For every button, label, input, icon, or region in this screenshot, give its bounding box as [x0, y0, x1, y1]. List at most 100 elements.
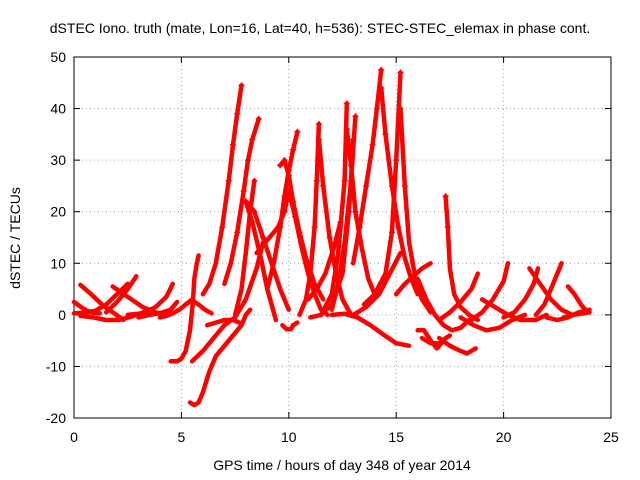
- marker-21-3: [281, 193, 288, 200]
- series-18: [243, 199, 292, 312]
- marker-30-1: [348, 162, 355, 169]
- series-29: [318, 101, 350, 318]
- marker-36-1: [401, 182, 408, 189]
- y-tick-label-7: 50: [50, 49, 66, 65]
- marker-30-0: [343, 126, 350, 133]
- marker-25-5: [315, 121, 322, 128]
- y-tick-label-0: -20: [46, 410, 66, 426]
- series-47: [479, 297, 549, 323]
- series-23: [280, 320, 300, 332]
- series-33: [350, 67, 384, 266]
- marker-28-5: [352, 113, 359, 120]
- marker-36-0: [397, 105, 404, 112]
- y-tick-label-5: 30: [50, 152, 66, 168]
- marker-33-1: [356, 224, 363, 231]
- series-41: [436, 335, 478, 356]
- series-35: [361, 70, 403, 307]
- series-40: [419, 333, 453, 346]
- marker-35-5: [397, 69, 404, 76]
- series-12: [187, 307, 253, 408]
- y-tick-label-4: 20: [50, 204, 66, 220]
- marker-21-2: [277, 224, 284, 231]
- marker-16-4: [244, 157, 251, 164]
- series-25: [297, 121, 322, 318]
- series-17: [232, 178, 257, 318]
- marker-35-3: [388, 229, 395, 236]
- marker-22-4: [296, 229, 303, 236]
- series-15: [204, 317, 242, 328]
- marker-34-1: [382, 131, 389, 138]
- series-49: [527, 266, 575, 318]
- marker-22-1: [281, 157, 288, 164]
- spike-markers: [219, 66, 451, 241]
- marker-14-7: [238, 82, 245, 89]
- series-50: [533, 261, 564, 318]
- marker-34-3: [395, 224, 402, 231]
- marker-33-5: [378, 66, 385, 73]
- x-tick-label-4: 20: [496, 429, 512, 445]
- marker-14-3: [219, 224, 226, 231]
- marker-16-6: [255, 115, 262, 122]
- y-tick-label-6: 40: [50, 101, 66, 117]
- marker-29-3: [341, 177, 348, 184]
- marker-43-0: [442, 193, 449, 200]
- series-2: [78, 282, 126, 323]
- x-axis-label: GPS time / hours of day 348 of year 2014: [213, 457, 471, 473]
- marker-19-0: [242, 198, 249, 205]
- series-36: [398, 106, 433, 315]
- y-tick-label-2: 0: [58, 307, 66, 323]
- marker-35-4: [393, 157, 400, 164]
- marker-33-2: [363, 182, 370, 189]
- marker-21-4: [285, 167, 292, 174]
- marker-25-4: [313, 177, 320, 184]
- marker-19-1: [249, 219, 256, 226]
- marker-14-4: [225, 177, 232, 184]
- marker-24-1: [292, 213, 299, 220]
- series-9: [168, 297, 196, 364]
- series-31: [329, 137, 356, 312]
- marker-24-0: [285, 188, 292, 195]
- marker-22-3: [290, 198, 297, 205]
- series-38: [393, 261, 433, 297]
- marker-22-0: [277, 162, 284, 169]
- series-27: [305, 219, 343, 302]
- marker-31-3: [348, 177, 355, 184]
- marker-34-0: [378, 84, 385, 91]
- marker-27-4: [337, 219, 344, 226]
- series-46: [469, 261, 511, 323]
- marker-18-1: [251, 208, 258, 215]
- marker-25-3: [311, 224, 318, 231]
- series-42: [415, 276, 472, 333]
- marker-33-3: [369, 141, 376, 148]
- marker-26-1: [320, 182, 327, 189]
- marker-14-6: [234, 110, 241, 117]
- series-6: [125, 281, 176, 318]
- x-tick-label-3: 15: [388, 429, 404, 445]
- marker-21-6: [294, 128, 301, 135]
- grid: [74, 57, 611, 418]
- y-tick-label-1: -10: [46, 358, 66, 374]
- series-44: [436, 271, 481, 323]
- series-53: [565, 284, 590, 315]
- y-axis-label: dSTEC / TECUs: [7, 187, 23, 289]
- y-tick-label-3: 10: [50, 255, 66, 271]
- marker-28-4: [345, 208, 352, 215]
- marker-30-2: [352, 208, 359, 215]
- series-10: [190, 253, 201, 300]
- series-7: [136, 299, 180, 320]
- marker-16-5: [249, 136, 256, 143]
- marker-26-2: [326, 234, 333, 241]
- marker-33-4: [373, 105, 380, 112]
- x-tick-label-2: 10: [281, 429, 297, 445]
- series-14: [200, 83, 244, 297]
- marker-26-0: [315, 136, 322, 143]
- marker-17-4: [251, 177, 258, 184]
- plot-frame: [73, 56, 612, 419]
- marker-34-2: [388, 182, 395, 189]
- data-series: [71, 66, 592, 408]
- chart-title: dSTEC Iono. truth (mate, Lon=16, Lat=40,…: [50, 20, 590, 36]
- series-11: [183, 298, 214, 316]
- axis-ticks: 0 5 10 15 20 25 -20 -10 0 10 20 30 40 50: [46, 49, 619, 445]
- marker-22-2: [285, 172, 292, 179]
